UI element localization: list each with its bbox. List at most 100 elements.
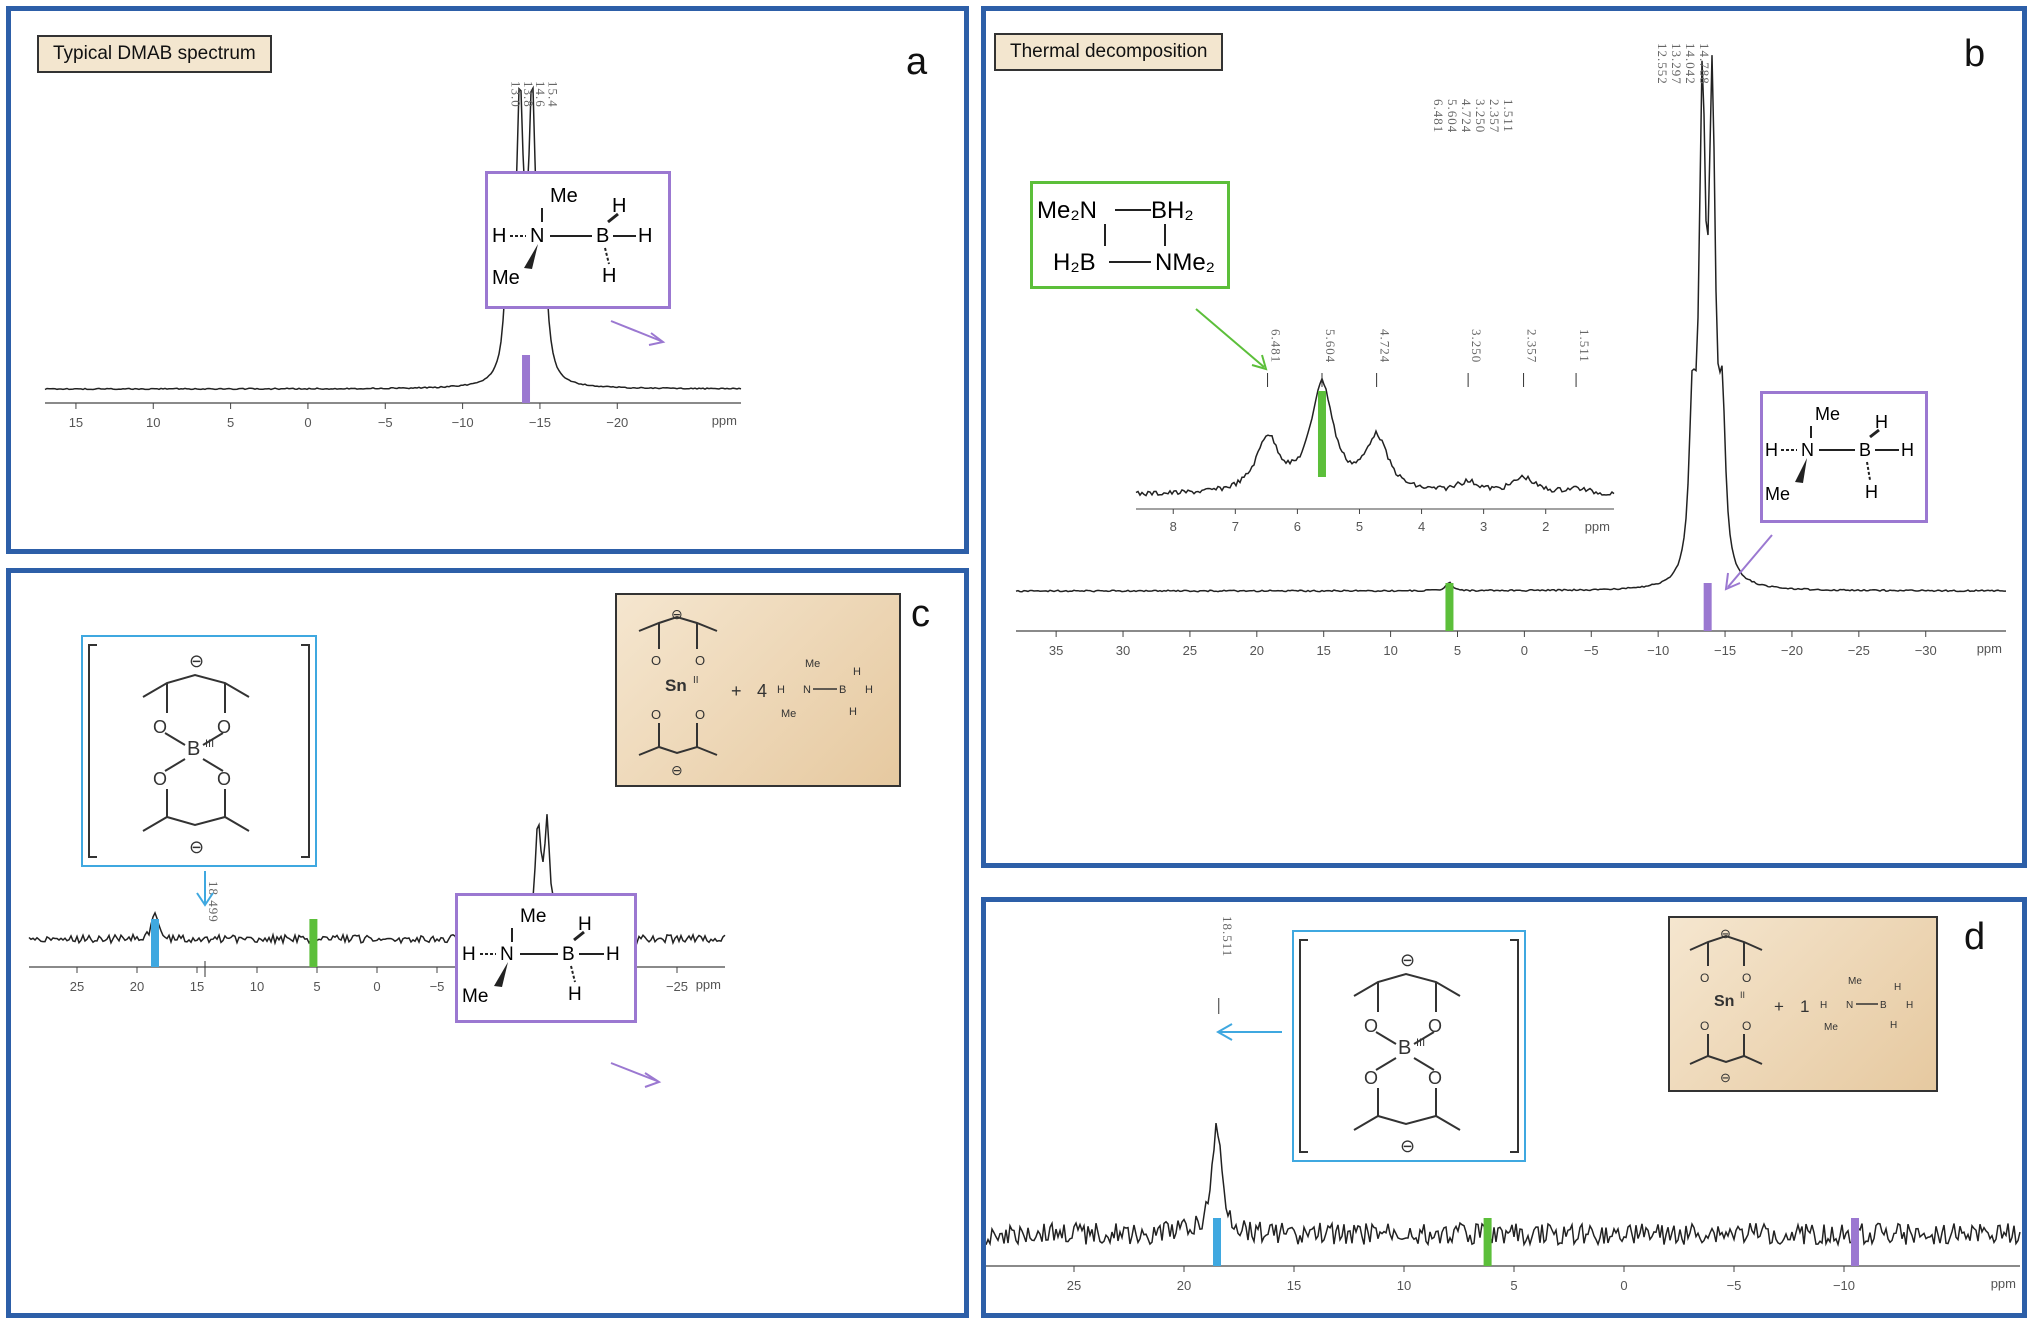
svg-text:III: III <box>205 738 214 750</box>
svg-text:Me: Me <box>805 658 820 670</box>
svg-text:H: H <box>1865 482 1878 502</box>
x-tick-label: −5 <box>378 415 393 430</box>
peak-label: 18.511 <box>1220 916 1235 957</box>
panel-b: Thermal decomposition b 35 30 25 20 15 10 5 0 −5… <box>981 6 2027 868</box>
svg-text:III: III <box>1416 1037 1425 1049</box>
svg-text:Me: Me <box>1824 1022 1838 1033</box>
svg-text:Me: Me <box>492 267 520 289</box>
x-tick-label: 25 <box>70 979 84 994</box>
svg-text:O: O <box>1364 1016 1378 1036</box>
x-tick-label: 30 <box>1116 643 1130 658</box>
peak-label: 14.788 <box>1697 43 1712 85</box>
svg-text:N: N <box>803 684 811 696</box>
arrow <box>1195 308 1265 368</box>
inset-x-tick-label: 2 <box>1542 519 1549 534</box>
svg-text:B: B <box>1859 440 1871 460</box>
inset-trace <box>1135 376 1615 497</box>
svg-text:N: N <box>1846 1000 1853 1011</box>
inset-x-tick-label: 7 <box>1232 519 1239 534</box>
peak-marker <box>309 919 318 967</box>
svg-text:B: B <box>1398 1037 1411 1059</box>
svg-text:O: O <box>153 769 167 789</box>
x-tick-label: −10 <box>1833 1278 1855 1293</box>
borate-structure: ⊖ ⊖ O O B III O O <box>1292 930 1526 1162</box>
peak-marker <box>1213 1218 1221 1266</box>
x-tick-label: 10 <box>1383 643 1397 658</box>
svg-text:B: B <box>187 738 200 760</box>
arrowhead <box>648 332 666 346</box>
svg-text:B: B <box>1880 1000 1887 1011</box>
x-tick-label: 0 <box>1521 643 1528 658</box>
svg-text:H: H <box>462 944 476 965</box>
svg-text:Me: Me <box>550 185 578 207</box>
x-tick-label: −30 <box>1915 643 1937 658</box>
x-tick-label: 0 <box>373 979 380 994</box>
svg-text:H: H <box>492 225 506 247</box>
x-tick-label: −20 <box>606 415 628 430</box>
svg-text:Me: Me <box>1765 484 1790 504</box>
x-tick-label: 5 <box>313 979 320 994</box>
x-tick-label: 15 <box>1287 1278 1301 1293</box>
svg-text:H: H <box>602 265 616 287</box>
peak-label: 15.4 <box>546 81 561 108</box>
x-tick-label: 25 <box>1183 643 1197 658</box>
svg-text:Me: Me <box>781 708 796 720</box>
svg-text:O: O <box>1428 1016 1442 1036</box>
svg-text:H: H <box>777 684 785 696</box>
panel-letter: c <box>911 593 930 635</box>
peak-label: 18.499 <box>206 881 221 923</box>
peak-label: 2.357 <box>1487 99 1502 133</box>
svg-text:O: O <box>651 707 661 722</box>
svg-text:H: H <box>853 666 861 678</box>
spectrum-plot: 15 10 5 0 −5 −10 −15 −20 ppm 13.013.814.615.4 <box>44 81 742 430</box>
svg-text:H: H <box>606 944 620 965</box>
svg-text:H: H <box>865 684 873 696</box>
x-axis-label: ppm <box>712 413 737 428</box>
panel-c: c 2520151050−5−10−15−20−25ppm18.49912.67… <box>6 568 969 1318</box>
spectrum-trace <box>1015 55 2006 593</box>
peak-label: 3.250 <box>1473 99 1488 133</box>
svg-text:O: O <box>695 653 705 668</box>
x-tick-label: 5 <box>227 415 234 430</box>
svg-text:O: O <box>1364 1068 1378 1088</box>
svg-text:B: B <box>562 944 575 965</box>
peak-label: 4.724 <box>1459 99 1474 133</box>
panel-d: d 25 20 15 10 5 0 −5 −10 ppm 18.511 ⊖ ⊖ O O B III… <box>981 897 2027 1318</box>
svg-text:H: H <box>1890 1020 1897 1031</box>
svg-text:⊖: ⊖ <box>671 762 683 778</box>
inset-x-tick-label: 6 <box>1294 519 1301 534</box>
x-tick-label: −20 <box>1781 643 1803 658</box>
x-tick-label: 15 <box>69 415 83 430</box>
reactants-box: ⊖ O O Sn II O O ⊖ + 1 Me H N B H H H Me <box>1668 916 1938 1092</box>
peak-label: 12.552 <box>1655 43 1670 85</box>
svg-text:H₂B: H₂B <box>1053 249 1096 276</box>
svg-text:H: H <box>638 225 652 247</box>
peak-label: 5.604 <box>1445 99 1460 133</box>
svg-text:O: O <box>1428 1068 1442 1088</box>
arrowhead <box>1215 1023 1233 1041</box>
svg-text:Me: Me <box>520 906 546 927</box>
svg-text:1: 1 <box>1800 997 1809 1016</box>
svg-text:H: H <box>612 195 626 217</box>
peak-label: 6.481 <box>1431 99 1446 133</box>
x-tick-label: −5 <box>1584 643 1599 658</box>
peak-label: 1.511 <box>1501 99 1516 133</box>
dmab-molecule-icon: Me H N B H H H Me <box>462 906 620 1007</box>
peak-marker <box>522 355 531 403</box>
arrowhead <box>1251 354 1268 371</box>
reactants-box: ⊖ O O Sn II O O ⊖ + 4 Me H N B H H H Me <box>615 593 901 787</box>
peak-marker <box>1445 583 1454 631</box>
svg-text:⊖: ⊖ <box>1400 950 1415 970</box>
inset-x-tick-label: 4 <box>1418 519 1425 534</box>
aminoborane-dimer-icon: Me₂N BH₂ H₂B NMe₂ <box>1037 197 1215 276</box>
svg-text:O: O <box>695 707 705 722</box>
peak-label: 4.724 <box>1378 329 1393 363</box>
arrow <box>1727 534 1773 588</box>
peak-label: 2.357 <box>1525 329 1540 363</box>
peak-label: 3.250 <box>1469 329 1484 363</box>
x-tick-label: 15 <box>190 979 204 994</box>
dmab-molecule-icon: Me H N B H H H Me <box>1765 404 1914 504</box>
x-tick-label: 10 <box>250 979 264 994</box>
peak-label: 13.8 <box>521 81 536 108</box>
svg-text:⊖: ⊖ <box>1720 926 1731 941</box>
